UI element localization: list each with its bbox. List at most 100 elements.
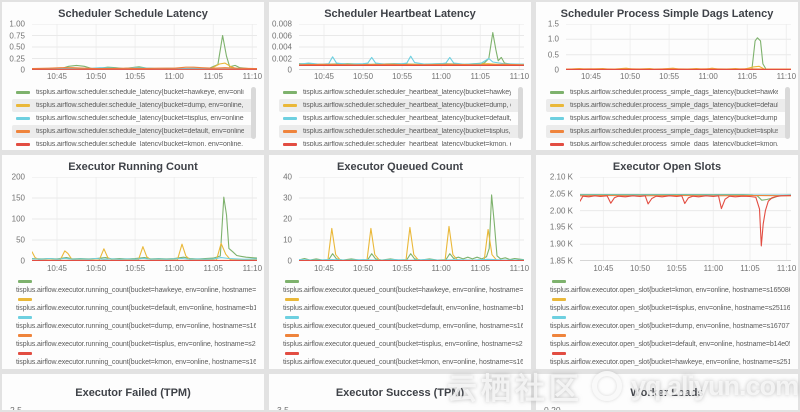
chart-area[interactable]: 200 150 100 50 0 10:45 10:50 10:55 11:00 11:05 11… bbox=[2, 173, 264, 274]
legend-item[interactable]: tisplus.airflow.scheduler.schedule_laten… bbox=[12, 86, 256, 99]
x-axis-tick: 10:45 bbox=[46, 72, 67, 81]
x-axis-tick: 11:10 bbox=[776, 264, 797, 273]
legend-item[interactable]: tisplus.airflow.executor.open_slot{bucke… bbox=[546, 334, 790, 350]
legend-item-label: tisplus.airflow.scheduler.scheduler_hear… bbox=[303, 141, 511, 146]
series-color-dash bbox=[18, 334, 32, 337]
legend-item[interactable]: tisplus.airflow.scheduler.schedule_laten… bbox=[12, 99, 256, 112]
series-line-default bbox=[31, 242, 258, 261]
chart-plot[interactable] bbox=[298, 176, 525, 262]
series-color-dash bbox=[16, 130, 30, 133]
y-axis-tick: 2.5 bbox=[10, 405, 258, 410]
legend-item[interactable]: tisplus.airflow.scheduler.process_simple… bbox=[546, 138, 790, 146]
y-axis-tick: 40 bbox=[283, 172, 292, 182]
series-color-dash bbox=[550, 104, 564, 107]
legend-item-label: tisplus.airflow.executor.queued_count{bu… bbox=[283, 323, 523, 330]
y-axis-tick: 30 bbox=[283, 193, 292, 203]
legend-item[interactable]: tisplus.airflow.executor.open_slot{bucke… bbox=[546, 352, 790, 368]
y-axis-tick: 0.50 bbox=[9, 42, 25, 52]
legend-item-label: tisplus.airflow.scheduler.process_simple… bbox=[570, 128, 778, 135]
legend-item[interactable]: tisplus.airflow.scheduler.process_simple… bbox=[546, 112, 790, 125]
legend-item-label: tisplus.airflow.scheduler.scheduler_hear… bbox=[303, 115, 511, 122]
x-axis-tick: 10:45 bbox=[580, 72, 601, 81]
chart-area[interactable]: 40 30 20 10 0 10:45 10:50 10:55 11:00 11:05 11:10 bbox=[269, 173, 531, 274]
legend-item-label: tisplus.airflow.executor.open_slot{bucke… bbox=[550, 341, 790, 348]
legend-item[interactable]: tisplus.airflow.scheduler.process_simple… bbox=[546, 99, 790, 112]
legend-scrollbar[interactable] bbox=[518, 87, 523, 139]
panel-executor-open-slots: Executor Open Slots 2.10 K 2.05 K 2.00 K 1.… bbox=[536, 155, 798, 369]
x-axis-tick: 10:55 bbox=[125, 72, 146, 81]
y-axis-tick: 10 bbox=[283, 235, 292, 245]
legend-item[interactable]: tisplus.airflow.scheduler.schedule_laten… bbox=[12, 112, 256, 125]
legend-item[interactable]: tisplus.airflow.executor.open_slot{bucke… bbox=[546, 316, 790, 332]
legend-item[interactable]: tisplus.airflow.executor.queued_count{bu… bbox=[279, 334, 523, 350]
legend-item[interactable]: tisplus.airflow.executor.queued_count{bu… bbox=[279, 298, 523, 314]
y-axis-tick: 0.75 bbox=[9, 31, 25, 40]
legend-item[interactable]: tisplus.airflow.scheduler.scheduler_hear… bbox=[279, 99, 523, 112]
legend-item[interactable]: tisplus.airflow.executor.running_count{b… bbox=[12, 352, 256, 368]
legend-item[interactable]: tisplus.airflow.executor.queued_count{bu… bbox=[279, 352, 523, 368]
chart-area[interactable]: 1.00 0.75 0.50 0.25 0 10:45 10:50 10:55 11:00 11… bbox=[2, 20, 264, 82]
legend-scrollbar[interactable] bbox=[251, 87, 256, 139]
x-axis-tick: 11:05 bbox=[737, 72, 757, 81]
legend-scrollbar[interactable] bbox=[785, 87, 790, 139]
y-axis-tick: 0.002 bbox=[271, 54, 292, 63]
legend-item[interactable]: tisplus.airflow.executor.running_count{b… bbox=[12, 316, 256, 332]
chart-plot[interactable] bbox=[298, 23, 525, 71]
legend-item[interactable]: tisplus.airflow.executor.running_count{b… bbox=[12, 334, 256, 350]
legend-item[interactable]: tisplus.airflow.executor.open_slot{bucke… bbox=[546, 280, 790, 296]
y-axis-tick: 1.00 bbox=[9, 19, 25, 29]
legend: tisplus.airflow.scheduler.schedule_laten… bbox=[12, 86, 256, 146]
chart-area[interactable]: 2.10 K 2.05 K 2.00 K 1.95 K 1.90 K 1.85 K 10:… bbox=[536, 173, 798, 274]
x-axis-tick: 11:05 bbox=[203, 72, 223, 81]
legend-item[interactable]: tisplus.airflow.scheduler.scheduler_hear… bbox=[279, 112, 523, 125]
panel-title[interactable]: Executor Failed (TPM) bbox=[75, 387, 191, 399]
legend-item[interactable]: tisplus.airflow.scheduler.process_simple… bbox=[546, 86, 790, 99]
series-line-hawkeye bbox=[298, 194, 525, 261]
panel-title[interactable]: Executor Success (TPM) bbox=[335, 387, 465, 399]
series-color-dash bbox=[550, 117, 564, 120]
panel-title[interactable]: Executor Queued Count bbox=[337, 161, 463, 173]
legend-item[interactable]: tisplus.airflow.scheduler.process_simple… bbox=[546, 125, 790, 138]
y-axis: 2.10 K 2.05 K 2.00 K 1.95 K 1.90 K 1.85 K bbox=[536, 173, 576, 266]
legend-item-label: tisplus.airflow.scheduler.process_simple… bbox=[570, 115, 778, 122]
y-axis-tick: 1.5 bbox=[547, 19, 559, 29]
panel-title[interactable]: Scheduler Process Simple Dags Latency bbox=[560, 8, 774, 20]
y-axis-tick: 1.85 K bbox=[549, 256, 573, 266]
legend-item[interactable]: tisplus.airflow.scheduler.schedule_laten… bbox=[12, 138, 256, 146]
chart-area[interactable]: 0.008 0.006 0.004 0.002 0 10:45 10:50 10:55 11:… bbox=[269, 20, 531, 82]
legend-item[interactable]: tisplus.airflow.executor.queued_count{bu… bbox=[279, 280, 523, 296]
legend-item-label: tisplus.airflow.scheduler.schedule_laten… bbox=[36, 115, 244, 122]
legend-item-label: tisplus.airflow.scheduler.process_simple… bbox=[570, 141, 778, 146]
panel-executor-running-count: Executor Running Count 200 150 100 50 0 10:4… bbox=[2, 155, 264, 369]
series-color-dash bbox=[16, 117, 30, 120]
y-axis-tick: 0 bbox=[20, 256, 25, 266]
panel-title[interactable]: Worker Loads bbox=[630, 387, 704, 399]
x-axis-tick: 11:00 bbox=[164, 72, 184, 81]
legend-item[interactable]: tisplus.airflow.scheduler.scheduler_hear… bbox=[279, 86, 523, 99]
legend-item[interactable]: tisplus.airflow.executor.queued_count{bu… bbox=[279, 316, 523, 332]
chart-plot[interactable] bbox=[31, 176, 258, 262]
legend-item[interactable]: tisplus.airflow.scheduler.scheduler_hear… bbox=[279, 125, 523, 138]
legend-item[interactable]: tisplus.airflow.executor.running_count{b… bbox=[12, 280, 256, 296]
legend-item[interactable]: tisplus.airflow.scheduler.schedule_laten… bbox=[12, 125, 256, 138]
chart-plot[interactable] bbox=[31, 23, 258, 71]
legend-item[interactable]: tisplus.airflow.scheduler.scheduler_hear… bbox=[279, 138, 523, 146]
panel-title[interactable]: Scheduler Heartbeat Latency bbox=[324, 8, 476, 20]
chart-plot[interactable] bbox=[579, 176, 792, 262]
x-axis-tick: 10:50 bbox=[620, 72, 641, 81]
series-color-dash bbox=[285, 298, 299, 301]
series-color-dash bbox=[16, 91, 30, 94]
series-color-dash bbox=[552, 280, 566, 283]
chart-area[interactable]: 1.5 1.0 0.5 0 10:45 10:50 10:55 11:00 11:05 11:1… bbox=[536, 20, 798, 82]
legend-item[interactable]: tisplus.airflow.executor.open_slot{bucke… bbox=[546, 298, 790, 314]
x-axis-tick: 10:55 bbox=[666, 264, 687, 273]
legend-item-label: tisplus.airflow.executor.queued_count{bu… bbox=[283, 359, 523, 366]
chart-plot[interactable] bbox=[565, 23, 792, 71]
x-axis-tick: 11:10 bbox=[242, 72, 263, 81]
panel-title[interactable]: Executor Running Count bbox=[68, 161, 198, 173]
x-axis-tick: 10:55 bbox=[659, 72, 680, 81]
panel-title[interactable]: Executor Open Slots bbox=[612, 161, 722, 173]
series-color-dash bbox=[18, 316, 32, 319]
legend-item[interactable]: tisplus.airflow.executor.running_count{b… bbox=[12, 298, 256, 314]
panel-title[interactable]: Scheduler Schedule Latency bbox=[58, 8, 208, 20]
